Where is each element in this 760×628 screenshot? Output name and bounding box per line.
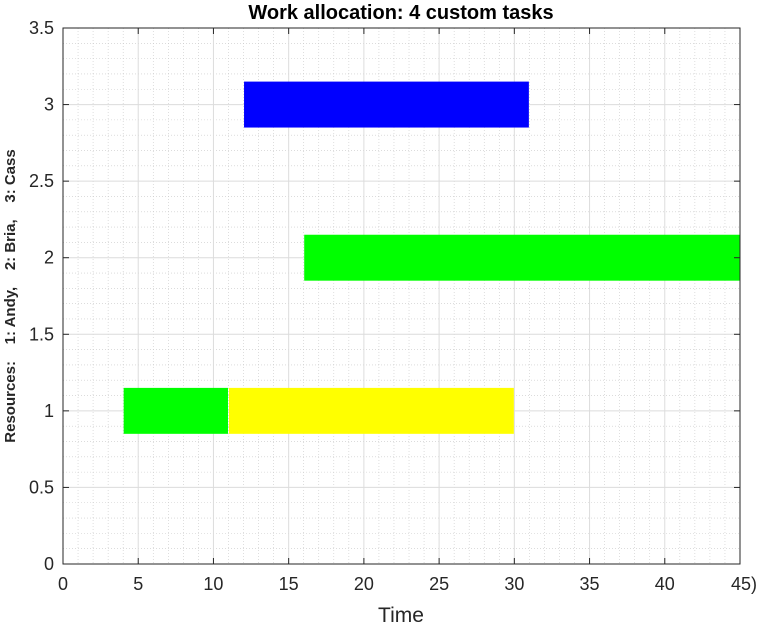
y-tick-label: 2.5 xyxy=(29,171,54,191)
x-axis-label: Time xyxy=(378,604,424,627)
task-bar xyxy=(304,234,740,281)
x-tick-label: 30 xyxy=(504,574,524,594)
x-tick-label: 35 xyxy=(580,574,600,594)
y-tick-label: 2 xyxy=(44,248,54,268)
y-tick-label: 1 xyxy=(44,401,54,421)
y-tick-label: 0.5 xyxy=(29,477,54,497)
x-tick-label: 10 xyxy=(203,574,223,594)
x-tick-label: 20 xyxy=(354,574,374,594)
task-bars xyxy=(123,81,740,434)
x-tick-label: 5 xyxy=(133,574,143,594)
chart-title: Work allocation: 4 custom tasks xyxy=(248,2,553,24)
y-tick-label: 3.5 xyxy=(29,18,54,38)
x-tick-label: 40 xyxy=(655,574,675,594)
task-bar xyxy=(228,387,514,434)
task-bar xyxy=(123,387,228,434)
y-tick-label: 0 xyxy=(44,554,54,574)
x-tick-label: 15 xyxy=(279,574,299,594)
x-tick-label: 0 xyxy=(58,574,68,594)
minor-grid xyxy=(63,28,740,564)
y-tick-label: 3 xyxy=(44,95,54,115)
x-tick-label: 25 xyxy=(429,574,449,594)
x-tick-label: 45) xyxy=(731,574,757,594)
y-axis: 0 0.5 1 1.5 2 2.5 3 3.5 xyxy=(29,18,740,574)
x-axis: 0 5 10 15 20 25 30 35 40 45) xyxy=(58,28,757,594)
task-bar xyxy=(244,81,529,128)
plot-frame xyxy=(62,27,741,565)
y-axis-label: Resources: 1: Andy, 2: Bria, 3: Cass xyxy=(2,149,19,442)
y-tick-label: 1.5 xyxy=(29,324,54,344)
